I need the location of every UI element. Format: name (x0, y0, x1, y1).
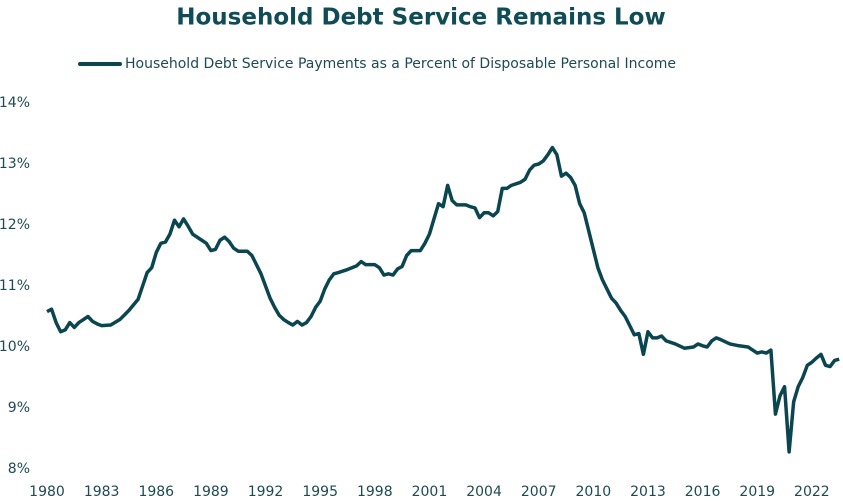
x-tick-label: 1998 (357, 484, 393, 500)
x-tick-label: 1995 (302, 484, 338, 500)
x-tick-label: 1986 (138, 484, 174, 500)
x-tick-label: 2010 (576, 484, 612, 500)
data-line (46, 145, 840, 454)
x-tick-label: 2001 (412, 484, 448, 500)
chart-title: Household Debt Service Remains Low (176, 5, 665, 31)
x-tick-label: 2022 (794, 484, 830, 500)
y-tick-label: 10% (0, 339, 30, 355)
x-tick-label: 1989 (193, 484, 229, 500)
legend-label: Household Debt Service Payments as a Per… (125, 56, 676, 72)
y-tick-label: 14% (0, 95, 30, 111)
y-tick-label: 12% (0, 217, 30, 233)
y-tick-label: 13% (0, 156, 30, 172)
y-tick-label: 9% (8, 400, 30, 416)
x-tick-label: 2004 (466, 484, 502, 500)
y-tick-label: 8% (8, 461, 30, 477)
x-tick-label: 1992 (248, 484, 284, 500)
y-tick-label: 11% (0, 278, 30, 294)
x-tick-label: 2007 (521, 484, 557, 500)
x-tick-label: 1980 (29, 484, 65, 500)
x-tick-label: 1983 (84, 484, 120, 500)
x-tick-label: 2013 (630, 484, 666, 500)
x-tick-label: 2019 (739, 484, 775, 500)
x-tick-label: 2016 (685, 484, 721, 500)
